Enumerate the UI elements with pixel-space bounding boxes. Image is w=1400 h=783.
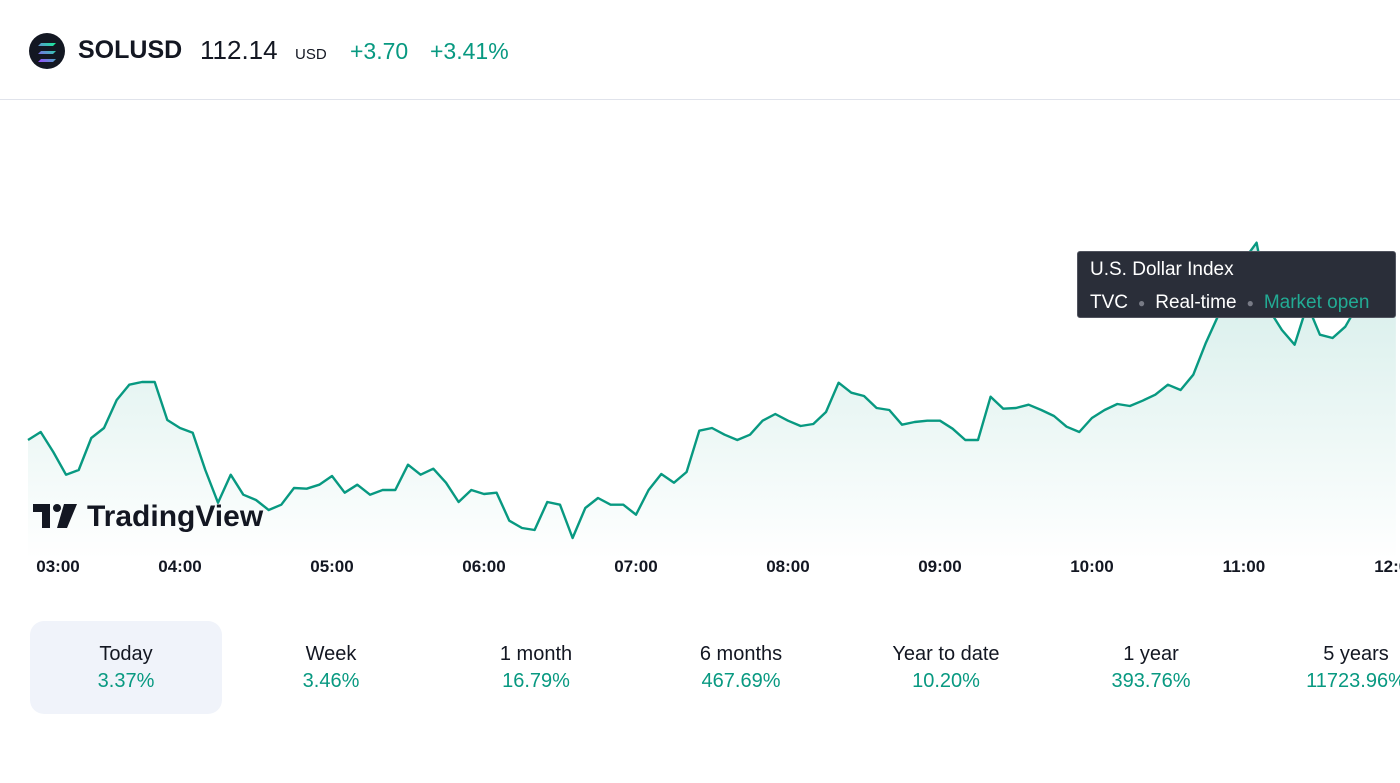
x-tick-label: 11:00 <box>1223 557 1266 576</box>
tooltip-source: TVC <box>1090 292 1128 313</box>
period-return: 10.20% <box>912 670 980 692</box>
chart: TradingView 03:00 04:00 05:00 06:00 07:00 08:… <box>27 241 1400 576</box>
x-tick-label: 04:00 <box>158 557 201 576</box>
price-line <box>27 241 1397 540</box>
watermark-text: TradingView <box>87 500 264 533</box>
period-tab[interactable]: Week 3.46% <box>235 621 427 714</box>
x-tick-label: 05:00 <box>310 557 353 576</box>
x-tick-label: 06:00 <box>462 557 505 576</box>
period-return: 467.69% <box>701 670 781 692</box>
price: 112.14 <box>200 35 278 65</box>
change-percent: +3.41% <box>430 38 509 64</box>
header: SOLUSD 112.14 USD +3.70 +3.41% <box>0 0 1400 100</box>
symbol: SOLUSD <box>78 36 183 64</box>
period-tab[interactable]: 6 months 467.69% <box>645 621 837 714</box>
x-tick-label: 03:00 <box>36 557 79 576</box>
period-tab[interactable]: 5 years 11723.96% <box>1260 621 1400 714</box>
watermark-icon <box>53 504 61 512</box>
x-tick-label: 07:00 <box>614 557 657 576</box>
period-tabs: Today 3.37% Week 3.46% 1 month 16.79% 6 months… <box>30 621 1400 714</box>
watermark-icon <box>33 504 50 528</box>
period-label: 1 month <box>499 643 573 665</box>
period-return: 393.76% <box>1111 670 1191 692</box>
tooltip-feed: Real-time <box>1155 292 1237 313</box>
period-label: 6 months <box>699 643 783 665</box>
tooltip: U.S. Dollar Index TVC ● Real-time ● Market o… <box>1077 251 1396 318</box>
symbol-logo <box>29 33 65 69</box>
period-return: 16.79% <box>502 670 570 692</box>
period-label: Year to date <box>892 643 1000 665</box>
x-tick-label: 12:00 <box>1374 557 1400 576</box>
period-label: Today <box>99 643 153 665</box>
period-tab[interactable]: 1 month 16.79% <box>440 621 632 714</box>
change: +3.70 <box>350 38 409 64</box>
tooltip-title: U.S. Dollar Index <box>1090 259 1234 280</box>
period-tab[interactable]: Today 3.37% <box>30 621 222 714</box>
currency: USD <box>295 46 327 63</box>
period-label: 5 years <box>1323 643 1389 665</box>
x-tick-label: 09:00 <box>918 557 961 576</box>
x-tick-label: 08:00 <box>766 557 809 576</box>
watermark-icon <box>57 504 77 528</box>
area-fill <box>28 242 1396 560</box>
period-tab[interactable]: Year to date 10.20% <box>850 621 1042 714</box>
tooltip-status: Market open <box>1263 292 1370 313</box>
period-label: 1 year <box>1123 643 1179 665</box>
watermark: TradingView <box>33 500 264 533</box>
period-tab[interactable]: 1 year 393.76% <box>1055 621 1247 714</box>
period-return: 3.37% <box>97 670 155 692</box>
period-return: 3.46% <box>302 670 360 692</box>
period-return: 11723.96% <box>1306 670 1400 692</box>
x-tick-label: 10:00 <box>1070 557 1113 576</box>
period-label: Week <box>305 643 357 665</box>
